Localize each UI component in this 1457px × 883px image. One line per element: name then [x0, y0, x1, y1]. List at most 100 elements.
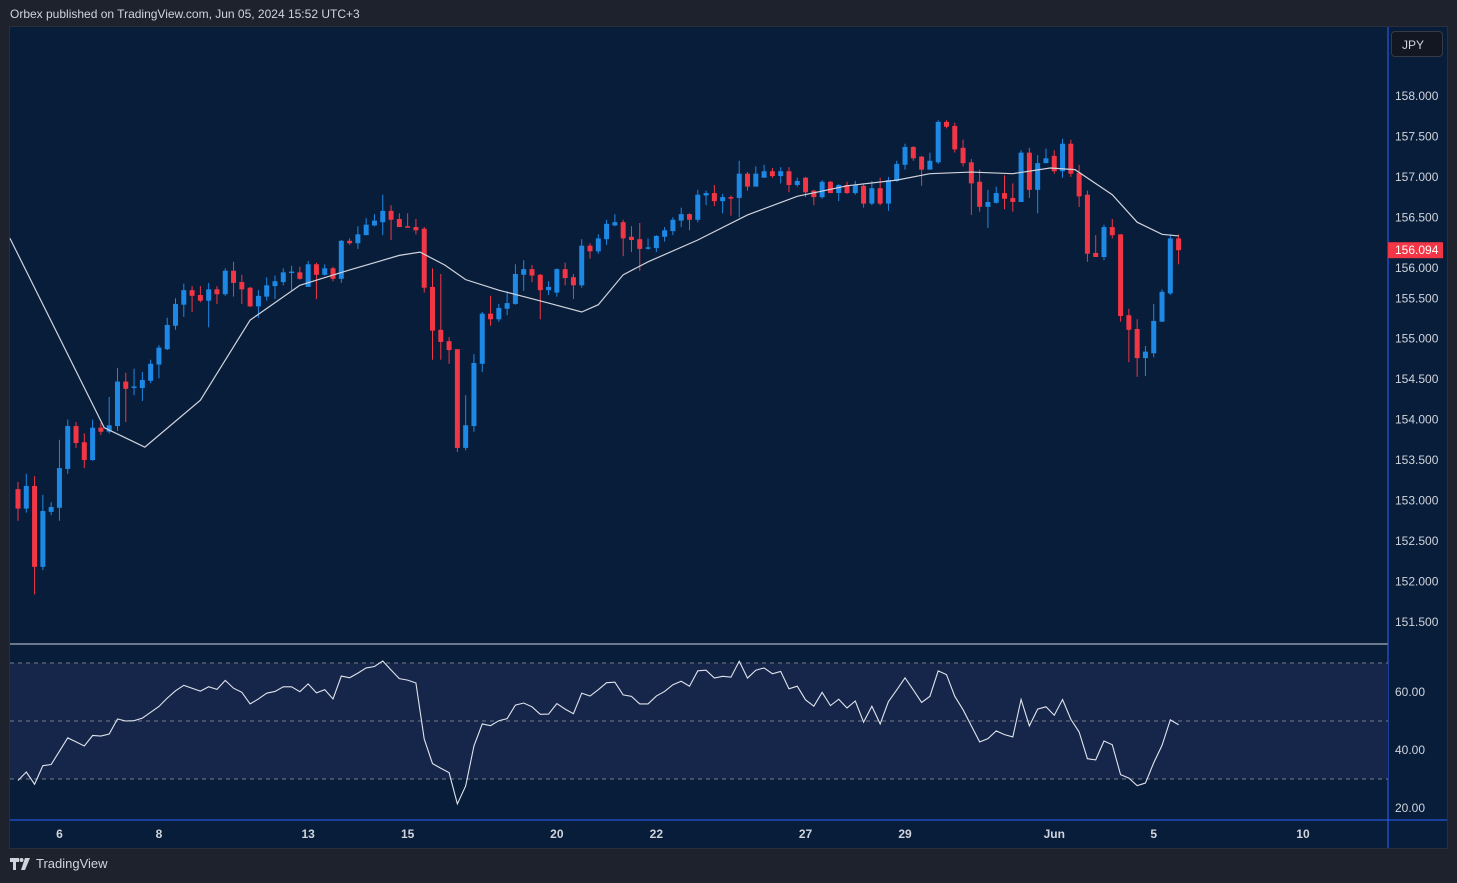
- candle: [438, 273, 444, 360]
- candle-body: [869, 188, 875, 204]
- candle: [1051, 150, 1057, 174]
- candle: [255, 290, 261, 318]
- candle: [73, 422, 79, 448]
- candle: [189, 286, 195, 313]
- candle-body: [620, 222, 626, 239]
- candle: [413, 218, 419, 235]
- candle-body: [1167, 238, 1173, 294]
- candle-body: [355, 234, 361, 244]
- candle: [778, 167, 784, 184]
- candle: [114, 367, 120, 431]
- candle: [529, 265, 535, 283]
- candle: [919, 155, 925, 186]
- candle-body: [512, 273, 518, 304]
- candle: [56, 439, 62, 521]
- candle-body: [197, 295, 203, 301]
- candle: [322, 264, 328, 276]
- candle: [48, 502, 54, 516]
- candle: [81, 433, 87, 469]
- candle-body: [852, 184, 858, 194]
- candle: [1118, 234, 1124, 322]
- candle: [910, 146, 916, 161]
- candle: [1101, 224, 1107, 261]
- candle: [297, 266, 303, 280]
- candle-body: [844, 184, 850, 194]
- candle-body: [919, 156, 925, 170]
- rsi-tick-label: 20.00: [1395, 801, 1425, 815]
- candle: [1093, 235, 1099, 257]
- candle-body: [173, 303, 179, 326]
- candle: [131, 368, 137, 396]
- candle-body: [330, 268, 336, 279]
- candle: [1018, 150, 1024, 202]
- candle: [869, 180, 875, 206]
- candle: [645, 238, 651, 250]
- candle-body: [711, 193, 717, 202]
- candle: [1151, 303, 1157, 358]
- candle-body: [1134, 328, 1140, 359]
- last-price-badge: [1388, 242, 1443, 259]
- candle-body: [1151, 320, 1157, 354]
- price-tick-label: 156.000: [1395, 261, 1439, 275]
- candle: [1035, 155, 1041, 214]
- candle: [405, 213, 411, 228]
- candle-body: [363, 224, 369, 236]
- candle: [852, 180, 858, 195]
- candle: [579, 239, 585, 288]
- candle-body: [985, 201, 991, 207]
- candle-body: [1060, 143, 1066, 172]
- time-tick-label: 6: [56, 827, 63, 841]
- candle: [620, 219, 626, 257]
- candle-body: [479, 313, 485, 364]
- price-tick-label: 153.000: [1395, 494, 1439, 508]
- candle-body: [1118, 234, 1124, 317]
- candle: [280, 268, 286, 286]
- candle-body: [98, 427, 104, 432]
- candle: [239, 274, 245, 304]
- rsi-tick-label: 60.00: [1395, 685, 1425, 699]
- rsi-line: [17, 660, 1179, 806]
- last-price-label: 156.094: [1395, 243, 1439, 257]
- candle: [1126, 308, 1132, 363]
- candle: [844, 181, 850, 194]
- candle-body: [670, 219, 676, 232]
- candle-body: [877, 188, 883, 204]
- candle-body: [977, 181, 983, 207]
- candle-body: [993, 193, 999, 203]
- candle-body: [1076, 172, 1082, 197]
- candle: [32, 476, 38, 595]
- candle: [1068, 139, 1074, 177]
- candle: [380, 194, 386, 236]
- price-tick-label: 151.500: [1395, 615, 1439, 629]
- candle: [695, 189, 701, 223]
- time-tick-label: 5: [1150, 827, 1157, 841]
- candle: [637, 223, 643, 271]
- candle: [421, 227, 427, 293]
- candle: [745, 172, 751, 191]
- candle: [960, 139, 966, 167]
- candle-body: [463, 425, 469, 448]
- candle: [222, 268, 228, 296]
- candle-body: [529, 269, 535, 276]
- candle: [214, 286, 220, 304]
- candle-body: [189, 290, 195, 296]
- candle-body: [264, 285, 270, 297]
- candle-body: [421, 228, 427, 288]
- candle-body: [1176, 238, 1182, 251]
- candle: [388, 205, 394, 241]
- candle-body: [761, 171, 767, 178]
- candle-body: [1043, 158, 1049, 164]
- candle: [396, 213, 402, 228]
- candle-body: [23, 485, 29, 509]
- candle: [943, 120, 949, 129]
- candle-body: [114, 381, 120, 427]
- candle-body: [90, 427, 96, 461]
- candle: [1002, 175, 1008, 210]
- candle-body: [579, 245, 585, 286]
- candle: [496, 303, 502, 322]
- candle-body: [827, 181, 833, 194]
- candle: [628, 226, 634, 253]
- candle-body: [1093, 252, 1099, 257]
- currency-button[interactable]: JPY: [1391, 31, 1443, 57]
